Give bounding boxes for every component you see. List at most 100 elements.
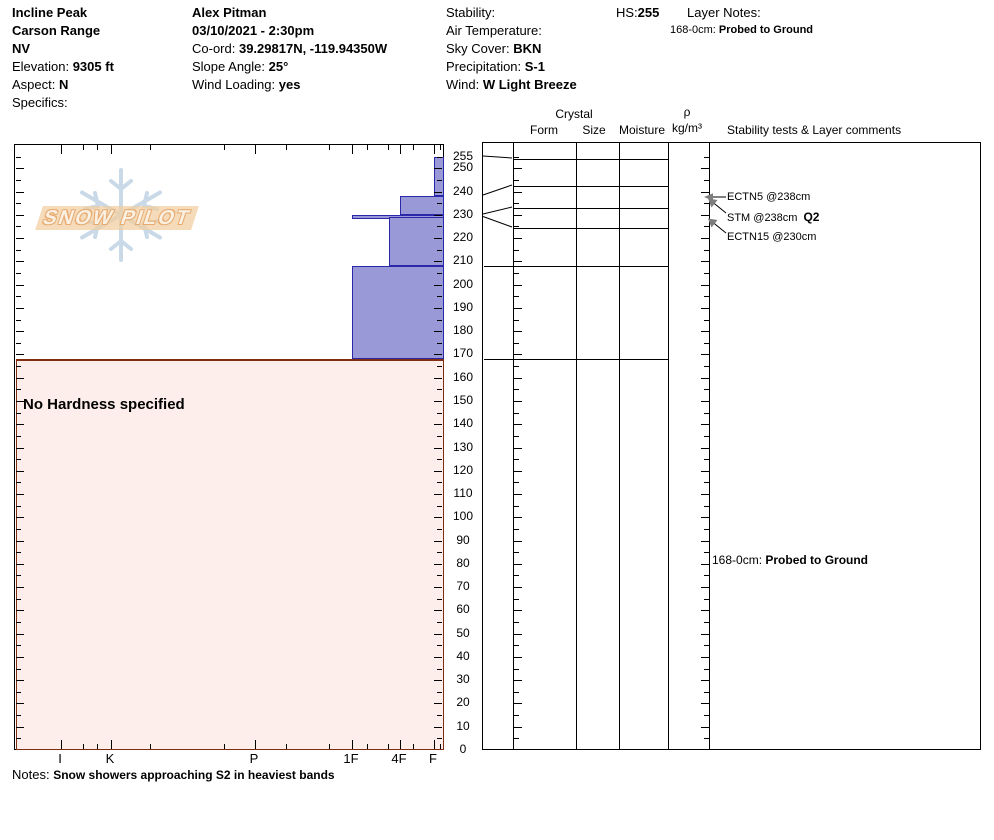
depth-tick-right xyxy=(434,563,442,565)
table-depth-tick xyxy=(514,389,519,391)
header-field-line: Carson Range xyxy=(12,23,101,38)
table-depth-tick xyxy=(514,331,522,333)
table-depth-tick xyxy=(514,424,522,426)
depth-tick-left xyxy=(16,296,21,298)
hardness-major-tick-top xyxy=(61,145,62,154)
depth-tick-left xyxy=(16,517,24,519)
depth-tick-right xyxy=(437,179,442,181)
depth-label-255: 255 xyxy=(452,148,474,163)
column-header-stability: Stability tests & Layer comments xyxy=(727,123,902,137)
density-depth-tick xyxy=(704,296,709,298)
table-depth-tick xyxy=(514,610,522,612)
density-depth-tick xyxy=(701,331,709,333)
header-field-line: Slope Angle: 25° xyxy=(192,59,289,74)
depth-tick-right xyxy=(434,331,442,333)
table-depth-tick xyxy=(514,598,519,600)
table-depth-tick xyxy=(514,191,522,193)
density-depth-tick xyxy=(701,703,709,705)
depth-tick-right xyxy=(437,342,442,344)
hardness-minor-tick-top xyxy=(224,145,225,150)
depth-tick-right xyxy=(437,691,442,693)
depth-tick-right xyxy=(437,668,442,670)
table-depth-tick xyxy=(514,261,522,263)
table-depth-tick xyxy=(514,459,519,461)
density-depth-tick xyxy=(701,191,709,193)
depth-tick-left xyxy=(16,633,24,635)
table-depth-tick xyxy=(514,633,522,635)
hardness-major-tick-bottom xyxy=(352,740,353,749)
depth-label-60: 60 xyxy=(456,602,470,617)
hardness-minor-tick-bottom xyxy=(224,744,225,749)
density-depth-tick xyxy=(704,691,709,693)
snow-layer-229-208 xyxy=(389,217,444,266)
header-field-line: Wind: W Light Breeze xyxy=(446,77,577,92)
depth-tick-right xyxy=(434,470,442,472)
table-depth-tick xyxy=(514,691,519,693)
hardness-label-F: F xyxy=(429,751,437,766)
depth-tick-left xyxy=(16,249,21,251)
depth-tick-left xyxy=(16,261,24,263)
hardness-major-tick-top xyxy=(255,145,256,154)
density-depth-tick xyxy=(701,284,709,286)
shear-quality-label: Q2 xyxy=(803,210,820,224)
header-field-line: Wind Loading: yes xyxy=(192,77,301,92)
hardness-minor-tick-bottom xyxy=(83,744,84,749)
table-depth-tick xyxy=(514,447,522,449)
depth-tick-left xyxy=(16,470,24,472)
table-depth-tick xyxy=(514,715,519,717)
snow-layer-255-238 xyxy=(434,156,444,197)
hardness-major-tick-top xyxy=(434,145,435,154)
hs-field: HS:255 xyxy=(616,4,659,22)
density-depth-tick xyxy=(701,517,709,519)
depth-tick-left xyxy=(16,656,24,658)
depth-tick-left xyxy=(16,400,24,402)
header-field-line: Alex Pitman xyxy=(192,5,267,20)
table-column-line-0 xyxy=(513,143,514,749)
density-depth-tick xyxy=(701,307,709,309)
depth-tick-right xyxy=(434,424,442,426)
depth-tick-right xyxy=(434,656,442,658)
depth-tick-left xyxy=(16,226,21,228)
header-field-line: 03/10/2021 - 2:30pm xyxy=(192,23,315,38)
table-depth-tick xyxy=(514,354,522,356)
density-depth-tick xyxy=(701,447,709,449)
depth-tick-right xyxy=(437,575,442,577)
notes-line: Notes: Snow showers approaching S2 in he… xyxy=(12,767,335,782)
depth-label-220: 220 xyxy=(452,230,474,245)
depth-tick-left xyxy=(16,319,21,321)
depth-label-130: 130 xyxy=(452,439,474,454)
density-depth-tick xyxy=(704,249,709,251)
hardness-minor-tick-bottom xyxy=(388,744,389,749)
depth-tick-left xyxy=(16,284,24,286)
depth-tick-right xyxy=(437,645,442,647)
density-depth-tick xyxy=(701,726,709,728)
header-field-line: Stability: xyxy=(446,5,496,20)
density-depth-tick xyxy=(701,587,709,589)
layer-note-text: Probed to Ground xyxy=(718,24,814,36)
table-depth-tick xyxy=(514,575,519,577)
depth-tick-left xyxy=(16,272,21,274)
depth-tick-left xyxy=(16,494,24,496)
depth-label-200: 200 xyxy=(452,276,474,291)
density-depth-tick xyxy=(701,494,709,496)
depth-tick-left xyxy=(16,238,24,240)
hardness-minor-tick-bottom xyxy=(329,744,330,749)
depth-tick-right xyxy=(437,296,442,298)
depth-label-170: 170 xyxy=(452,346,474,361)
hardness-minor-tick-top xyxy=(97,145,98,150)
depth-tick-left xyxy=(16,598,21,600)
density-depth-tick xyxy=(701,470,709,472)
density-depth-tick xyxy=(704,319,709,321)
depth-tick-right xyxy=(437,272,442,274)
density-depth-tick xyxy=(704,598,709,600)
table-depth-tick xyxy=(514,482,519,484)
hardness-major-tick-bottom xyxy=(400,740,401,749)
hardness-minor-tick-bottom xyxy=(440,744,441,749)
snow-layer-208-168 xyxy=(352,266,444,360)
density-depth-tick xyxy=(704,203,709,205)
table-depth-tick xyxy=(514,203,519,205)
hardness-minor-tick-top xyxy=(388,145,389,150)
density-depth-tick xyxy=(704,272,709,274)
density-depth-tick xyxy=(701,354,709,356)
depth-tick-left xyxy=(16,528,21,530)
